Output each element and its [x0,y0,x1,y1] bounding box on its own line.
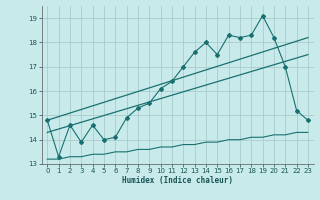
X-axis label: Humidex (Indice chaleur): Humidex (Indice chaleur) [122,176,233,185]
